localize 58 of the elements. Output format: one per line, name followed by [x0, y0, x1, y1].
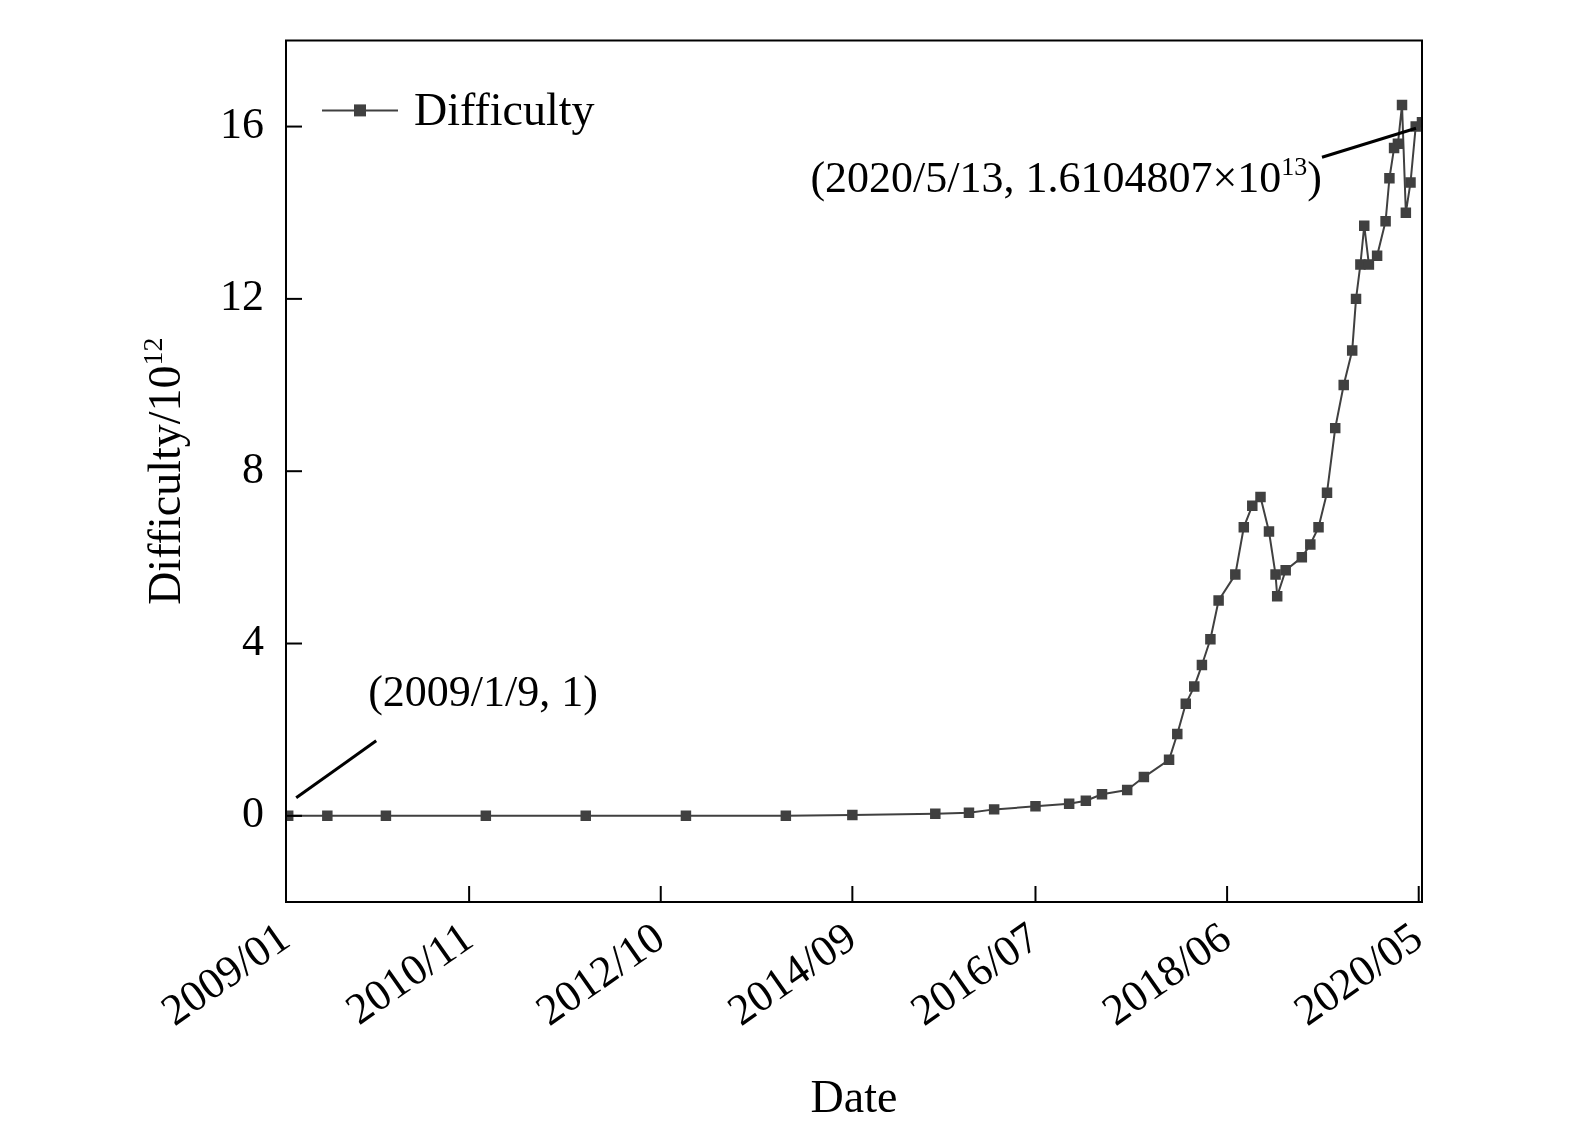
point [1163, 754, 1175, 766]
point [1350, 293, 1362, 305]
point [1030, 801, 1041, 812]
point [1405, 177, 1416, 188]
point [1180, 698, 1192, 710]
point [1400, 207, 1412, 218]
point [1363, 259, 1375, 270]
point [1230, 569, 1241, 580]
point [1346, 345, 1358, 356]
point [580, 810, 591, 822]
point [1313, 521, 1324, 533]
point [1172, 728, 1183, 740]
point [480, 810, 492, 822]
y-tick-label: 0 [242, 788, 264, 838]
point [1296, 552, 1308, 563]
point [1280, 565, 1291, 576]
annotation: (2009/1/9, 1) [368, 666, 598, 716]
point [1205, 633, 1216, 645]
point [1384, 173, 1395, 184]
point [1380, 216, 1391, 227]
point [1189, 681, 1200, 692]
point [1271, 590, 1283, 602]
point [1263, 526, 1275, 537]
point [847, 809, 858, 821]
point [1096, 789, 1108, 800]
y-axis-title: Difficulty/1012 [136, 337, 190, 605]
point [1305, 539, 1316, 550]
point [1371, 250, 1383, 262]
point [780, 810, 792, 822]
point [380, 810, 392, 822]
point [1392, 138, 1404, 150]
point [1270, 569, 1281, 580]
point [1321, 487, 1333, 498]
point [1121, 784, 1133, 796]
point [1355, 259, 1366, 270]
point [1329, 422, 1341, 434]
point [1138, 771, 1150, 783]
y-tick-label: 12 [220, 271, 264, 321]
point [1396, 99, 1408, 111]
point [1213, 595, 1224, 606]
point [1196, 659, 1208, 671]
point [963, 807, 975, 819]
point [1247, 500, 1258, 511]
point [1080, 795, 1092, 807]
point [930, 808, 941, 819]
point [1255, 491, 1266, 503]
y-tick-label: 4 [242, 616, 264, 666]
point [322, 810, 333, 822]
point [680, 810, 692, 822]
point [1359, 220, 1370, 231]
point [1238, 521, 1250, 533]
x-axis-title: Date [810, 1071, 898, 1122]
y-tick-label: 16 [220, 99, 264, 149]
point [1338, 379, 1349, 391]
point [988, 804, 1000, 815]
legend-label: Difficulty [414, 84, 595, 136]
y-tick-label: 8 [242, 443, 264, 493]
point [1063, 798, 1075, 810]
